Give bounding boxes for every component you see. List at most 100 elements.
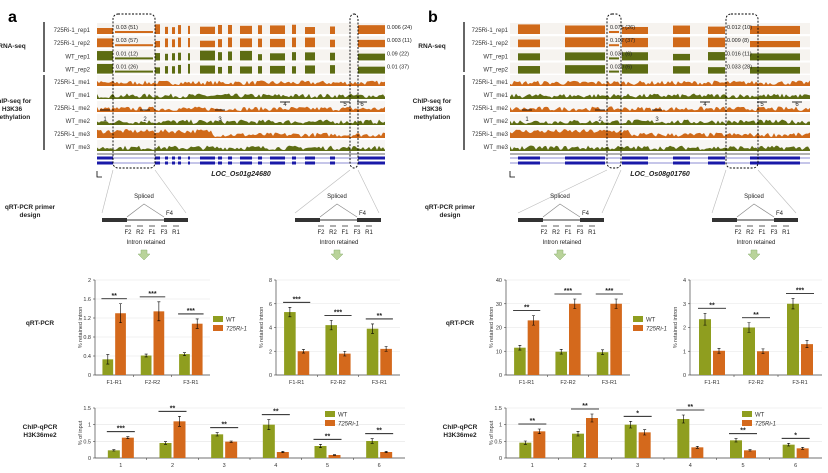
rna-coverage-block xyxy=(708,37,725,48)
error-bar xyxy=(157,301,161,322)
significance-mark: *** xyxy=(293,296,301,303)
gene-exon xyxy=(228,156,232,160)
rna-coverage-block xyxy=(155,53,160,61)
y-tick-label: 1 xyxy=(499,423,502,429)
rna-coverage-block xyxy=(165,38,168,48)
rna-coverage-block xyxy=(228,51,232,61)
bar-725ri-1 xyxy=(173,421,186,458)
y-axis-label: % of input xyxy=(78,420,84,445)
bar-wt xyxy=(782,444,795,458)
significance-mark: *** xyxy=(148,291,156,298)
gene-exon xyxy=(188,156,190,160)
gene-exon xyxy=(292,156,296,160)
track-background xyxy=(510,23,810,34)
track-label: 725Ri-1_me3 xyxy=(472,132,509,138)
error-bar xyxy=(531,315,535,326)
y-tick-label: 0 xyxy=(88,373,91,379)
bar-725ri-1 xyxy=(691,447,704,458)
bar-wt xyxy=(514,347,526,375)
error-bar xyxy=(329,320,333,331)
track-background xyxy=(510,140,810,151)
intron-retained-label: Intron retained xyxy=(127,240,166,246)
bar-wt xyxy=(624,424,637,458)
primer-label: R1 xyxy=(588,230,596,236)
y-tick-label: 30 xyxy=(496,302,502,308)
significance-mark: ** xyxy=(582,403,588,410)
gene-exon xyxy=(240,161,252,165)
down-arrow-icon xyxy=(553,249,567,261)
gene-exon xyxy=(358,161,385,165)
x-tick-label: F1-R1 xyxy=(704,380,719,386)
y-tick-label: 0.4 xyxy=(83,354,91,360)
x-tick-label: F1-R1 xyxy=(107,380,122,386)
y-tick-label: 2 xyxy=(88,278,91,284)
rna-coverage-block xyxy=(240,38,252,48)
rna-coverage-block xyxy=(622,37,648,48)
significance-mark: * xyxy=(636,410,639,417)
x-tick-label: 2 xyxy=(171,463,174,469)
bar-wt xyxy=(262,424,275,458)
primer-label: F2 xyxy=(734,230,742,236)
x-tick-label: F2-R2 xyxy=(560,380,575,386)
y-tick-label: 1.2 xyxy=(83,316,91,322)
track-label: WT_rep2 xyxy=(65,68,90,74)
x-tick-label: 3 xyxy=(636,463,639,469)
rna-coverage-block xyxy=(155,40,160,48)
significance-mark: *** xyxy=(605,288,613,295)
primer-label: R2 xyxy=(136,230,144,236)
bar-725ri-1 xyxy=(297,351,310,375)
site-label: 4 xyxy=(703,102,707,108)
chart-b-qrt-1: 0 10 20 30 40 % retained intron F1-R1 ** F2-R2 **… xyxy=(489,278,667,386)
gene-exon xyxy=(330,161,335,165)
zoom-line xyxy=(294,169,351,214)
track-background xyxy=(510,62,810,74)
bar-wt xyxy=(211,434,224,458)
chart-a-qrt-2: 0 2 4 6 8 % retained intron F1-R1 *** F2-R2 *** F3… xyxy=(259,278,400,386)
rna-coverage-block xyxy=(708,26,725,34)
rna-coverage-block xyxy=(358,25,385,34)
significance-mark: *** xyxy=(117,426,125,433)
significance-mark: ** xyxy=(111,293,117,300)
rna-coverage-block xyxy=(270,38,285,48)
primer-label: F1 xyxy=(758,230,766,236)
track-background xyxy=(510,114,810,125)
error-bar xyxy=(681,414,685,424)
rna-coverage-block xyxy=(292,37,296,48)
error-bar xyxy=(717,348,721,354)
intron-ratio-value: 0.102 (37) xyxy=(610,38,635,44)
track-background xyxy=(97,88,385,99)
error-bar xyxy=(288,307,292,318)
bar-wt xyxy=(519,442,532,458)
rna-coverage-block xyxy=(97,27,113,34)
rna-coverage-block xyxy=(330,52,335,61)
rna-coverage-block xyxy=(518,24,540,34)
y-tick-label: 6 xyxy=(269,302,272,308)
rna-coverage-block xyxy=(200,50,215,61)
intron-ratio-value: 0.012 (10) xyxy=(727,25,752,31)
error-bar xyxy=(761,348,765,354)
primer-label: F3 xyxy=(770,230,778,236)
rna-coverage-block xyxy=(258,54,262,61)
primer-label: F4 xyxy=(776,211,784,217)
error-bar xyxy=(215,432,219,437)
x-tick-label: F2-R2 xyxy=(748,380,763,386)
chart-a-chip: 0 0.5 1 1.5 % of input 1 *** 2 ** 3 ** 4 ** 5 ** 6 ** WT 7… xyxy=(78,405,405,469)
site-label: 5 xyxy=(343,102,347,108)
track-label: WT_rep1 xyxy=(65,54,90,60)
error-bar xyxy=(281,451,285,453)
error-bar xyxy=(747,322,751,333)
bar-wt xyxy=(179,354,190,375)
rna-coverage-block xyxy=(270,53,285,61)
rna-coverage-block xyxy=(97,63,113,74)
zoom-line xyxy=(101,169,114,214)
rna-coverage-block xyxy=(673,53,690,61)
chip-coverage xyxy=(510,106,810,112)
x-tick-label: 5 xyxy=(741,463,744,469)
legend-swatch xyxy=(325,420,335,426)
rna-coverage-block xyxy=(218,24,222,34)
error-bar xyxy=(371,323,375,334)
rna-coverage-block xyxy=(750,53,800,61)
significance-mark: ** xyxy=(221,422,227,429)
gene-exon xyxy=(178,161,181,165)
primer-label: F4 xyxy=(166,211,174,217)
